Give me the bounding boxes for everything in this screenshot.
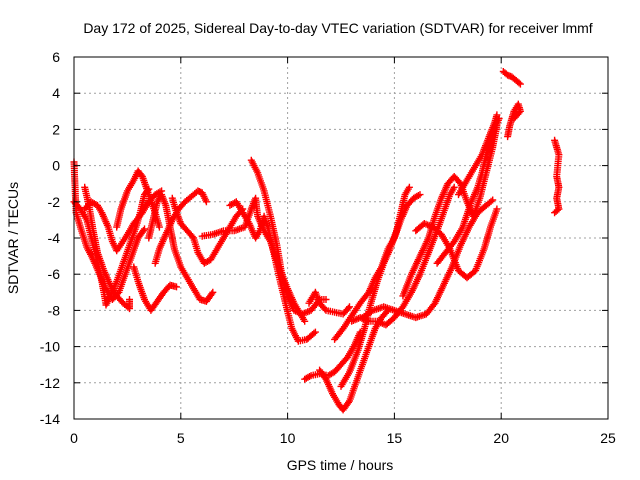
data-point (173, 283, 180, 291)
data-point (493, 111, 501, 119)
y-axis-label: SDTVAR / TECUs (5, 182, 21, 294)
satellite-track-22 (433, 115, 503, 267)
y-tick-label: -4 (48, 230, 61, 246)
x-tick-label: 15 (387, 430, 403, 446)
data-point (141, 225, 148, 233)
data-point (450, 183, 458, 191)
y-tick-label: -8 (48, 302, 61, 318)
satellite-track-26 (551, 136, 563, 217)
data-point (202, 198, 210, 206)
data-point (346, 303, 353, 311)
data-point (155, 223, 163, 231)
satellite-track-3 (81, 183, 133, 313)
data-point (322, 296, 330, 303)
y-tick-label: 2 (52, 121, 60, 137)
satellite-track-21 (412, 205, 501, 282)
x-tick-label: 20 (493, 430, 509, 446)
x-tick-label: 10 (280, 430, 296, 446)
data-point (510, 115, 518, 122)
y-tick-label: -2 (48, 194, 61, 210)
data-point (516, 80, 524, 88)
y-tick-label: -6 (48, 266, 61, 282)
satellite-track-17 (337, 183, 413, 390)
data-point (551, 209, 559, 217)
data-point (208, 290, 216, 298)
satellite-track-9 (168, 194, 247, 267)
data-point (139, 227, 147, 234)
satellite-track-7 (145, 191, 217, 305)
data-point (301, 317, 309, 325)
data-point (487, 197, 495, 205)
data-point (493, 205, 501, 213)
y-tick-label: -14 (40, 411, 60, 427)
data-point (311, 328, 319, 336)
satellite-track-6 (130, 263, 180, 314)
satellite-track-23 (455, 111, 501, 199)
y-tick-label: 0 (52, 158, 60, 174)
x-tick-label: 0 (70, 430, 78, 446)
satellite-track-25 (504, 100, 524, 141)
data-point (414, 192, 422, 199)
y-tick-label: 4 (52, 85, 60, 101)
x-tick-label: 25 (600, 430, 616, 446)
x-tick-label: 5 (177, 430, 185, 446)
y-tick-label: -10 (40, 339, 60, 355)
axis-ticks: 0 5 10 15 20 25 -14 -12 -10 -8 -6 -4 -2 0 2 4 6 (40, 49, 616, 446)
y-tick-label: 6 (52, 49, 60, 65)
chart-title: Day 172 of 2025, Sidereal Day-to-day VTE… (83, 20, 592, 36)
satellite-track-12 (247, 156, 330, 318)
data-point (416, 191, 424, 199)
satellite-track-5 (113, 167, 163, 231)
data-point (405, 183, 413, 191)
data-point (552, 208, 560, 215)
satellite-track-13 (305, 288, 353, 318)
satellite-track-24 (499, 68, 524, 88)
data-point (310, 329, 318, 337)
y-tick-label: -12 (40, 375, 60, 391)
data-point (126, 296, 133, 303)
data-point (344, 304, 352, 312)
x-axis-label: GPS time / hours (287, 457, 394, 473)
data-point (511, 113, 519, 121)
data-point (489, 196, 497, 204)
data-point (209, 288, 217, 296)
data-layer (70, 68, 563, 414)
data-point (515, 79, 523, 87)
data-point (306, 373, 313, 380)
